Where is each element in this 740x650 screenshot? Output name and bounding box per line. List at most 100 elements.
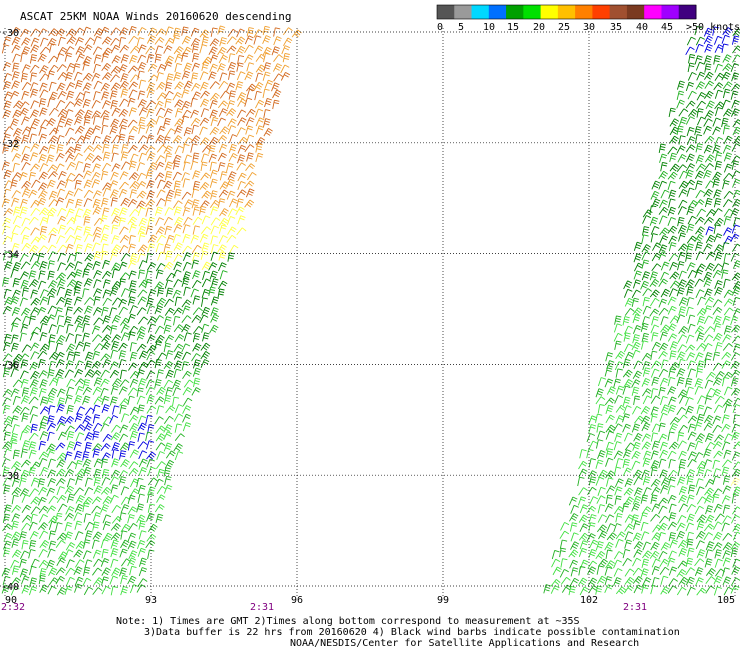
- wind-barb: [119, 181, 129, 190]
- wind-barb: [713, 315, 722, 325]
- wind-barb: [694, 421, 703, 432]
- wind-barb: [120, 459, 130, 468]
- wind-barb: [83, 44, 93, 53]
- wind-barb: [138, 350, 148, 360]
- wind-barb: [120, 73, 129, 83]
- wind-barb: [552, 566, 562, 576]
- wind-barb: [668, 566, 678, 576]
- wind-barb: [622, 503, 630, 513]
- wind-barb: [93, 577, 104, 586]
- wind-barb: [712, 459, 720, 470]
- wind-barb: [155, 513, 164, 524]
- wind-barb: [101, 162, 112, 172]
- wind-barb: [101, 334, 112, 343]
- wind-barb: [65, 306, 73, 316]
- wind-barb: [137, 289, 148, 298]
- wind-barb: [19, 531, 28, 541]
- wind-barb: [55, 272, 66, 281]
- wind-barb: [56, 486, 65, 496]
- wind-barb: [92, 155, 103, 163]
- wind-barb: [111, 55, 121, 64]
- wind-barb: [667, 557, 676, 567]
- wind-barb: [128, 144, 138, 153]
- wind-barb: [29, 488, 39, 497]
- wind-barb: [66, 478, 75, 488]
- wind-barb: [218, 217, 229, 227]
- wind-barb: [20, 52, 28, 63]
- wind-barb: [704, 558, 713, 568]
- wind-barb: [137, 493, 145, 503]
- wind-barb: [93, 558, 103, 567]
- wind-barb: [174, 118, 185, 127]
- wind-barb: [19, 488, 30, 497]
- wind-barb: [165, 128, 176, 137]
- wind-barb: [2, 466, 10, 477]
- wind-barb: [694, 278, 704, 287]
- wind-barb: [128, 461, 139, 470]
- wind-barb: [650, 541, 660, 551]
- wind-barb: [101, 100, 111, 109]
- wind-barb: [38, 98, 47, 108]
- wind-barb: [642, 541, 651, 551]
- wind-barb: [146, 334, 156, 344]
- wind-barb: [713, 197, 722, 208]
- wind-barb: [120, 486, 130, 496]
- wind-barb: [56, 452, 67, 461]
- wind-barb: [246, 83, 256, 92]
- wind-barb: [11, 494, 19, 505]
- wind-barb: [127, 199, 138, 208]
- wind-barb: [732, 531, 740, 541]
- wind-barb: [732, 126, 740, 136]
- wind-barb: [182, 387, 193, 396]
- wind-barb: [732, 281, 740, 290]
- wind-barb: [100, 504, 109, 513]
- wind-barb: [217, 135, 228, 143]
- wind-barb: [605, 514, 615, 523]
- wind-barb: [732, 414, 740, 424]
- wind-barb: [55, 512, 63, 523]
- wind-barb: [714, 89, 723, 99]
- wind-barb: [722, 567, 730, 577]
- wind-barb: [111, 244, 121, 253]
- wind-barb: [199, 71, 209, 81]
- wind-barb: [128, 468, 139, 476]
- wind-barb: [723, 433, 733, 443]
- wind-barb: [55, 152, 65, 162]
- wind-barb: [732, 343, 740, 353]
- wind-barb: [82, 208, 92, 218]
- wind-barb: [10, 322, 19, 332]
- wind-barb: [586, 433, 596, 443]
- wind-barb: [82, 332, 90, 342]
- wind-barb: [641, 441, 652, 450]
- wind-barb: [65, 360, 74, 370]
- wind-barb: [136, 190, 147, 199]
- wind-barb: [46, 244, 57, 253]
- wind-barb: [668, 189, 677, 199]
- wind-barb: [685, 334, 695, 344]
- wind-barb: [156, 81, 166, 90]
- wind-barb: [676, 164, 687, 172]
- wind-barb: [57, 224, 66, 234]
- wind-barb: [633, 270, 642, 280]
- wind-barb: [29, 565, 37, 576]
- wind-barb: [20, 395, 30, 404]
- wind-barb: [200, 172, 211, 181]
- wind-barb: [2, 235, 12, 245]
- wind-barb: [587, 486, 597, 496]
- wind-barb: [19, 558, 27, 568]
- wind-barb: [12, 215, 22, 225]
- wind-barb: [550, 585, 560, 594]
- wind-barb: [145, 46, 156, 55]
- wind-barb: [631, 289, 641, 299]
- wind-barb: [118, 359, 127, 369]
- wind-barb: [66, 404, 74, 415]
- wind-barb: [74, 315, 84, 325]
- wind-barb: [3, 261, 13, 271]
- wind-barb: [560, 558, 568, 568]
- wind-barb: [705, 226, 714, 236]
- wind-barb: [596, 524, 607, 533]
- wind-barb: [39, 65, 49, 74]
- wind-barb: [21, 153, 30, 163]
- wind-barb: [101, 306, 109, 317]
- wind-barb: [146, 82, 156, 91]
